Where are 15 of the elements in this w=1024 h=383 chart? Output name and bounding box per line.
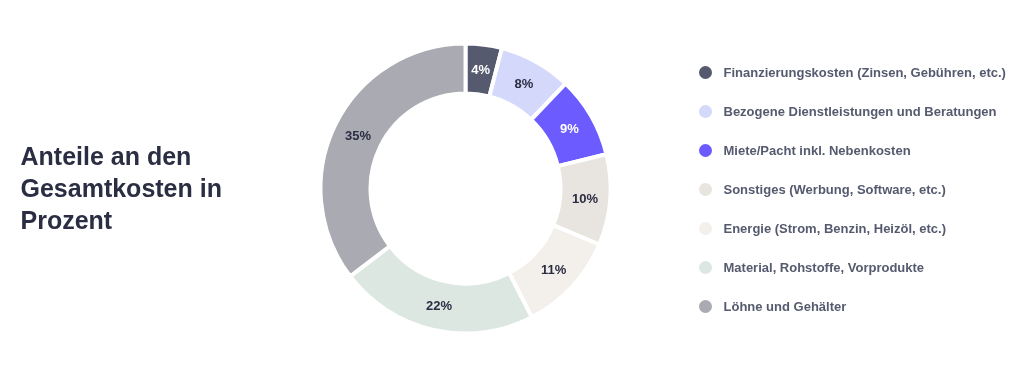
data-label: 4% <box>471 61 491 77</box>
data-label: 22% <box>426 298 453 314</box>
data-label: 8% <box>514 76 534 92</box>
legend-label: Sonstiges (Werbung, Software, etc.) <box>723 182 946 197</box>
legend-label: Löhne und Gehälter <box>723 299 847 314</box>
text: Anteile an den Gesamtkosten in Prozent <box>20 141 222 234</box>
data-label: 35% <box>344 127 372 143</box>
legend-label: Miete/Pacht inkl. Nebenkosten <box>723 143 911 158</box>
data-label: 9% <box>560 121 580 136</box>
legend-label: Energie (Strom, Benzin, Heizöl, etc.) <box>723 221 946 236</box>
legend-label: Finanzierungskosten (Zinsen, Gebühren, etc.) <box>723 65 1006 80</box>
legend-label: Material, Rohstoffe, Vorprodukte <box>723 260 925 275</box>
data-label: 11% <box>541 262 567 278</box>
legend-label: Bezogene Dienstleistungen und Beratungen <box>723 104 997 119</box>
data-label: 10% <box>572 190 599 206</box>
